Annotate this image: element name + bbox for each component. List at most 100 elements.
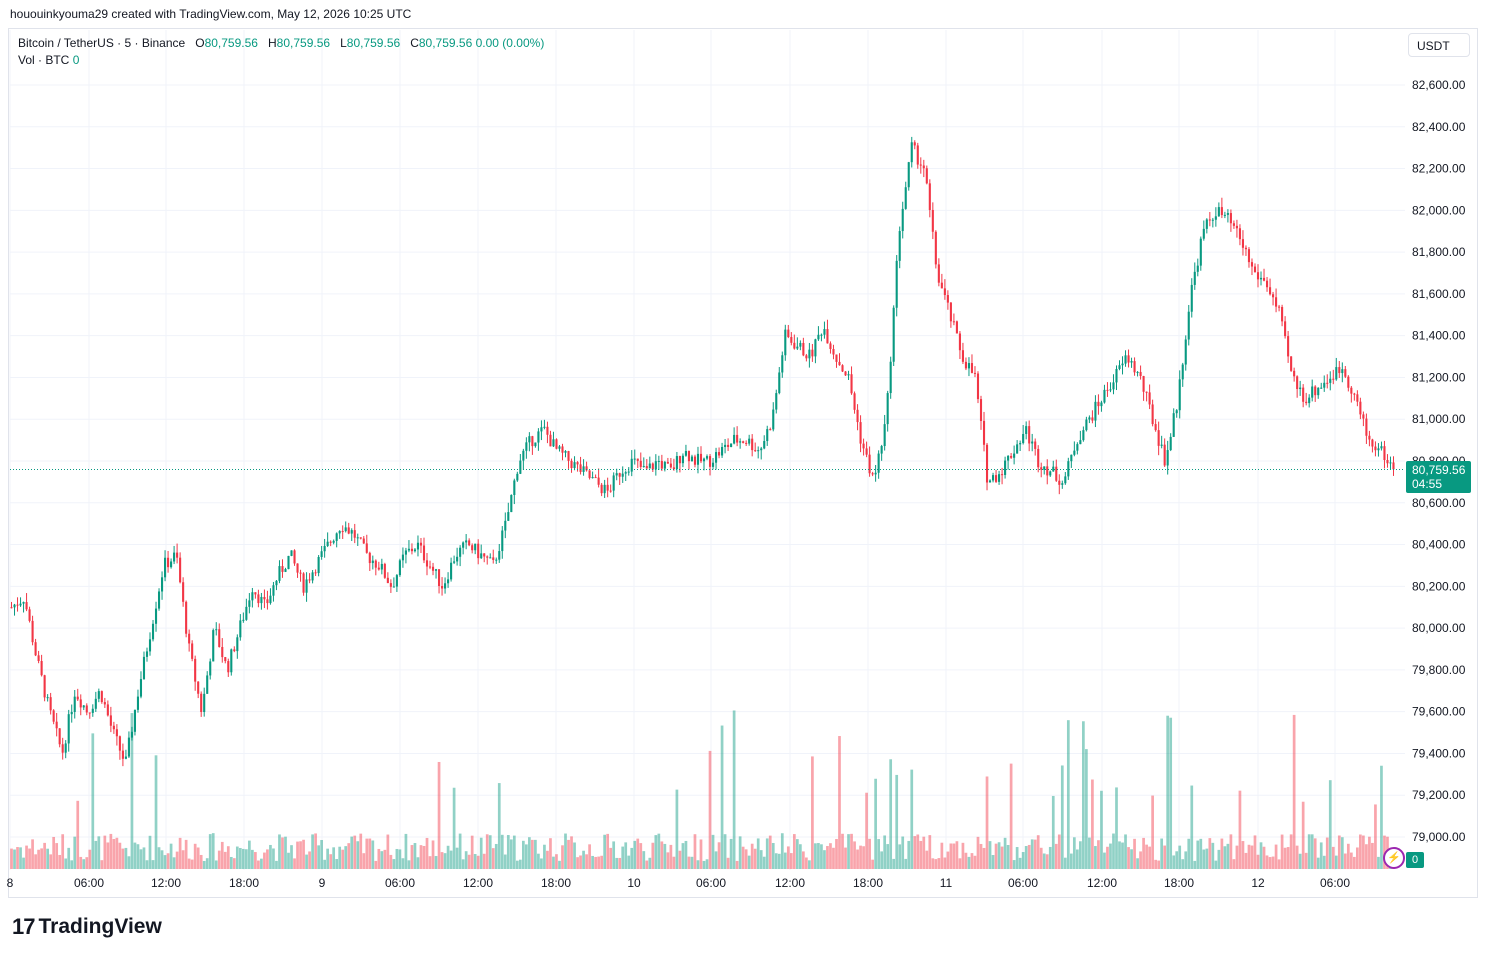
volume-bar (1091, 779, 1094, 869)
currency-button[interactable]: USDT (1408, 33, 1470, 57)
volume-bar (991, 855, 995, 869)
volume-bar (633, 840, 637, 869)
volume-bar (829, 843, 832, 869)
volume-bar (1172, 855, 1176, 869)
price-axis-label: 79,600.00 (1412, 705, 1466, 719)
volume-bar (687, 856, 691, 869)
volume-bar (1069, 853, 1073, 869)
volume-bar (1030, 839, 1034, 869)
volume-bar (931, 858, 935, 869)
volume-bar (642, 851, 646, 869)
volume-label[interactable]: Vol · BTC (18, 53, 70, 67)
candle-body (160, 577, 164, 592)
volume-bar (455, 847, 459, 869)
volume-bar (811, 756, 814, 869)
volume-bar (798, 844, 802, 869)
time-axis-label: 8 (7, 876, 14, 890)
candle-body (1106, 389, 1109, 391)
candle-body (266, 599, 269, 604)
candle-body (928, 183, 931, 210)
candle-body (621, 473, 624, 477)
volume-bar (693, 834, 697, 869)
candle-body (1070, 454, 1073, 462)
candle-body (721, 446, 724, 456)
candle-body (618, 473, 621, 477)
volume-bar (1127, 847, 1130, 869)
volume-bar (940, 842, 944, 869)
candle-body (64, 743, 67, 753)
volume-bar (76, 800, 80, 869)
volume-bar (1274, 844, 1278, 869)
volume-bar (618, 857, 622, 869)
volume-bar (1220, 838, 1224, 869)
volume-bar (1217, 849, 1221, 869)
candle-body (1256, 272, 1260, 280)
candle-body (233, 649, 236, 652)
volume-bar (1006, 844, 1010, 869)
volume-bar (1331, 846, 1335, 869)
candle-body (835, 354, 838, 362)
volume-bar (1352, 856, 1356, 869)
candle-body (1244, 247, 1248, 250)
candle-body (73, 696, 76, 712)
volume-bar (302, 839, 305, 869)
volume-row: Vol · BTC 0 (18, 52, 544, 69)
lightning-icon[interactable]: ⚡ (1383, 847, 1405, 869)
candle-body (269, 595, 272, 604)
volume-bar (1088, 837, 1091, 869)
candle-body (1281, 307, 1284, 322)
candle-body (91, 708, 94, 713)
symbol-label[interactable]: Bitcoin / TetherUS · 5 · Binance (18, 36, 186, 50)
candle-body (1007, 455, 1010, 461)
volume-bar (1157, 860, 1161, 869)
ohlc-row: Bitcoin / TetherUS · 5 · Binance O80,759… (18, 35, 544, 52)
candle-body (94, 698, 97, 709)
volume-bar (1100, 790, 1103, 869)
volume-bar (1139, 851, 1142, 869)
candle-body (820, 334, 823, 336)
time-axis-label: 12 (1251, 876, 1265, 890)
candle-body (49, 697, 52, 711)
candle-body (1211, 219, 1214, 221)
volume-bar (1079, 841, 1082, 869)
volume-bar (91, 733, 95, 869)
volume-bar (919, 840, 923, 869)
volume-bar (937, 858, 941, 869)
volume-bar (1085, 749, 1088, 869)
volume-bar (1103, 852, 1106, 869)
candle-body (31, 620, 34, 643)
volume-bar (154, 755, 158, 869)
volume-bar (1268, 857, 1272, 869)
candle-body (976, 373, 980, 400)
high-label: H (268, 36, 277, 50)
brand[interactable]: 17 TradingView (12, 914, 162, 940)
candle-body (763, 441, 766, 449)
candle-body (10, 607, 13, 609)
volume-bar (1289, 834, 1293, 869)
candle-body (1359, 401, 1362, 415)
volume-bar (404, 833, 408, 869)
candle-body (1109, 389, 1112, 391)
volume-bar (506, 835, 510, 869)
volume-bar (814, 843, 817, 869)
candle-body (1238, 228, 1241, 240)
candle-body (1175, 410, 1178, 414)
candle-body (284, 569, 287, 572)
volume-bar (10, 848, 13, 869)
volume-bar (220, 841, 224, 869)
candle-body (998, 474, 1001, 482)
candle-body (1157, 430, 1160, 446)
volume-bar (1151, 795, 1154, 869)
volume-bar (1301, 801, 1305, 869)
volume-bar (437, 761, 441, 869)
candle-body (263, 596, 266, 600)
volume-bar (341, 849, 345, 869)
volume-bar (278, 834, 281, 869)
candle-body (58, 728, 61, 745)
volume-bar (1097, 840, 1100, 869)
candle-body (398, 560, 401, 576)
volume-bar (61, 834, 65, 869)
volume-bar (1232, 859, 1236, 869)
candle-body (907, 162, 910, 188)
